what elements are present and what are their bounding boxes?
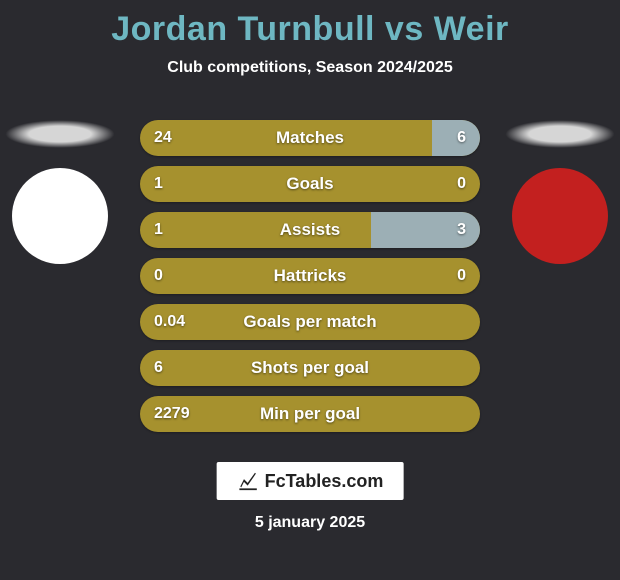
stat-label: Min per goal xyxy=(140,396,480,432)
stat-value-right: 0 xyxy=(457,258,466,294)
left-player-panel xyxy=(0,120,120,264)
chart-icon xyxy=(237,470,259,492)
player-silhouette-left xyxy=(5,120,115,148)
date-text: 5 january 2025 xyxy=(0,514,620,532)
stat-label: Hattricks xyxy=(140,258,480,294)
stat-label: Goals per match xyxy=(140,304,480,340)
stat-row: 2279Min per goal xyxy=(140,396,480,432)
stat-row: 1Assists3 xyxy=(140,212,480,248)
stat-label: Assists xyxy=(140,212,480,248)
stat-value-right: 0 xyxy=(457,166,466,202)
watermark-text: FcTables.com xyxy=(265,471,384,492)
stat-row: 0.04Goals per match xyxy=(140,304,480,340)
stat-label: Goals xyxy=(140,166,480,202)
page-title: Jordan Turnbull vs Weir xyxy=(0,0,620,49)
subtitle: Club competitions, Season 2024/2025 xyxy=(0,59,620,77)
right-team-crest xyxy=(512,168,608,264)
stat-row: 6Shots per goal xyxy=(140,350,480,386)
stats-table: 24Matches61Goals01Assists30Hattricks00.0… xyxy=(140,120,480,442)
stat-value-right: 6 xyxy=(457,120,466,156)
stat-label: Shots per goal xyxy=(140,350,480,386)
stat-label: Matches xyxy=(140,120,480,156)
stat-row: 24Matches6 xyxy=(140,120,480,156)
player-silhouette-right xyxy=(505,120,615,148)
stat-row: 1Goals0 xyxy=(140,166,480,202)
watermark[interactable]: FcTables.com xyxy=(217,462,404,500)
right-player-panel xyxy=(500,120,620,264)
stat-value-right: 3 xyxy=(457,212,466,248)
stat-row: 0Hattricks0 xyxy=(140,258,480,294)
left-team-crest xyxy=(12,168,108,264)
